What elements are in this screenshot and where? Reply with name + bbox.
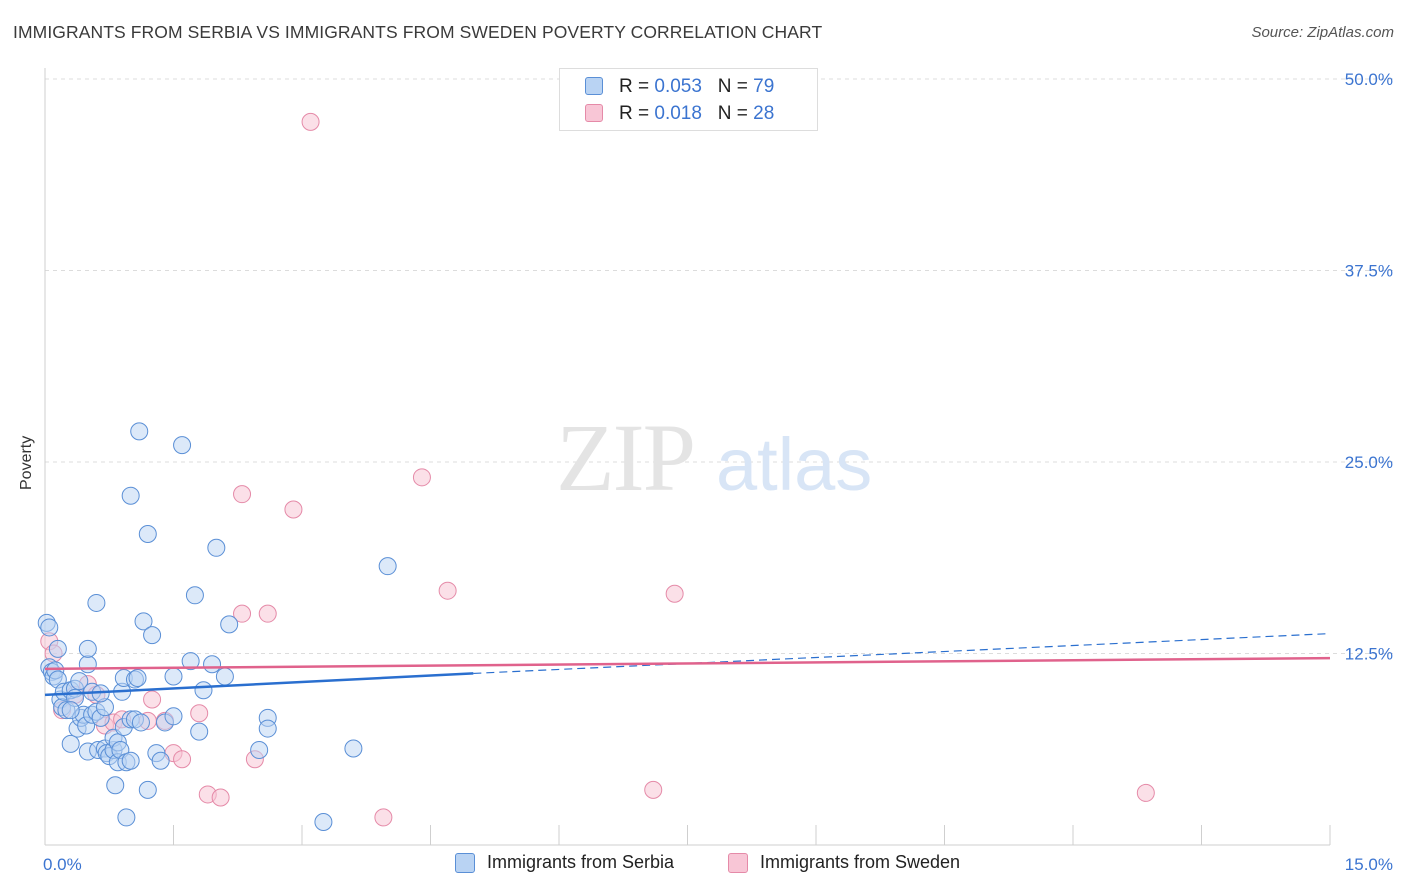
point-serbia [61, 701, 80, 720]
legend-swatch-sweden [585, 104, 603, 122]
legend-n-label: N = [717, 103, 754, 124]
point-serbia [164, 707, 183, 726]
point-serbia [78, 639, 97, 658]
point-serbia [138, 780, 157, 799]
bottom-legend-swatch-serbia [455, 853, 475, 873]
legend-r-label: R = [619, 103, 655, 124]
point-serbia [203, 655, 222, 674]
point-serbia [344, 739, 363, 758]
watermark-zip: ZIP [556, 404, 694, 511]
bottom-legend-label-serbia: Immigrants from Serbia [487, 852, 675, 872]
point-sweden [665, 584, 684, 603]
legend-r-label: R = [619, 76, 655, 97]
y-tick-label: 25.0% [1345, 453, 1393, 472]
point-serbia [215, 667, 234, 686]
y-axis-label: Poverty [18, 435, 35, 490]
y-tick-label: 12.5% [1345, 645, 1393, 664]
gridlines [45, 78, 1394, 654]
trend-line-sweden [44, 656, 1331, 671]
bottom-legend-swatch-sweden [728, 853, 748, 873]
chart-title: IMMIGRANTS FROM SERBIA VS IMMIGRANTS FRO… [13, 22, 823, 42]
series-serbia-points [37, 422, 397, 832]
point-serbia [121, 486, 140, 505]
point-serbia [258, 719, 277, 738]
point-serbia [185, 586, 204, 605]
bottom-legend-label-sweden: Immigrants from Sweden [760, 852, 961, 872]
point-sweden [173, 750, 192, 769]
legend-r-value: 0.053 [654, 76, 702, 97]
point-serbia [40, 618, 59, 637]
legend-swatch-serbia [585, 77, 603, 95]
point-serbia [128, 669, 147, 688]
point-serbia [87, 593, 106, 612]
point-serbia [250, 741, 269, 760]
point-serbia [151, 751, 170, 770]
tick-labels: 12.5% 25.0% 37.5% 50.0% 0.0% 15.0% [43, 70, 1393, 874]
watermark: ZIP atlas [556, 404, 872, 511]
point-sweden [374, 808, 393, 827]
point-sweden [301, 112, 320, 131]
legend-n-value: 28 [753, 103, 775, 124]
point-serbia [117, 808, 136, 827]
point-serbia [194, 681, 213, 700]
point-serbia [207, 538, 226, 557]
y-tick-label: 37.5% [1345, 262, 1393, 281]
correlation-legend: R = 0.053 N = 79 R = 0.018 N = 28 [559, 68, 818, 131]
x-tick-label: 0.0% [43, 855, 82, 874]
point-serbia [138, 525, 157, 544]
point-sweden [233, 485, 252, 504]
point-serbia [164, 667, 183, 686]
legend-n-value: 79 [753, 76, 775, 97]
point-sweden [438, 581, 457, 600]
point-serbia [106, 776, 125, 795]
point-serbia [48, 639, 67, 658]
point-serbia [70, 672, 89, 691]
point-serbia [143, 626, 162, 645]
source-label: Source: ZipAtlas.com [1251, 24, 1394, 41]
point-sweden [644, 780, 663, 799]
point-serbia [121, 751, 140, 770]
axes [44, 68, 1331, 846]
legend-r-value: 0.018 [654, 103, 702, 124]
point-serbia [131, 713, 150, 732]
point-serbia [181, 652, 200, 671]
point-sweden [211, 788, 230, 807]
point-serbia [61, 734, 80, 753]
y-tick-label: 50.0% [1345, 70, 1393, 89]
x-tick-label: 15.0% [1345, 855, 1393, 874]
trend-line-serbia [44, 672, 474, 697]
point-serbia [314, 813, 333, 832]
trend-lines [44, 632, 1331, 697]
watermark-atlas: atlas [716, 423, 872, 506]
point-serbia [134, 612, 153, 631]
point-serbia [173, 436, 192, 455]
point-serbia [220, 615, 239, 634]
legend-n-label: N = [717, 76, 754, 97]
point-sweden [190, 704, 209, 723]
point-serbia [378, 557, 397, 576]
point-sweden [1136, 783, 1155, 802]
point-serbia [130, 422, 149, 441]
point-sweden [412, 468, 431, 487]
point-sweden [143, 690, 162, 709]
point-sweden [284, 500, 303, 519]
point-sweden [258, 604, 277, 623]
point-sweden [233, 604, 252, 623]
point-serbia [190, 722, 209, 741]
point-serbia [78, 655, 97, 674]
